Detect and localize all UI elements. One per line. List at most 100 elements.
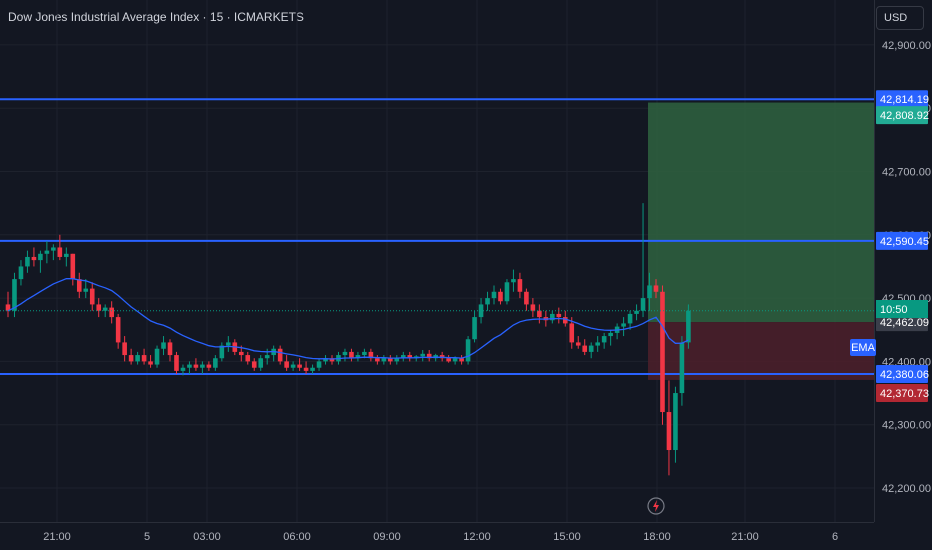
candle-body [388, 358, 393, 362]
candle-body [355, 355, 361, 359]
candle-body [362, 351, 367, 356]
candle-body [64, 253, 69, 257]
candle-body [446, 358, 451, 362]
candle-body [420, 353, 426, 357]
price-badge-label: 42,462.09 [880, 317, 929, 329]
candle-body [154, 348, 160, 365]
candle-body [524, 291, 529, 305]
candle-body [601, 336, 607, 343]
candle-body [407, 355, 413, 359]
candle-body [582, 345, 588, 352]
candle-body [556, 313, 562, 318]
currency-selector-button[interactable]: USD [876, 6, 924, 30]
time-tick-label: 5 [144, 531, 150, 543]
candle-body [375, 358, 380, 362]
time-tick-label: 06:00 [283, 531, 311, 543]
candle-body [174, 355, 179, 371]
candle-body [44, 250, 50, 254]
position-zones [648, 102, 874, 380]
candle-body [517, 279, 523, 292]
candle-body [394, 358, 400, 362]
candle-body [679, 342, 685, 394]
candle-body [135, 355, 140, 362]
candle-body [128, 355, 134, 362]
candle-body [180, 367, 186, 371]
candle-body [226, 342, 231, 346]
candle-body [537, 310, 542, 318]
candles [5, 203, 691, 476]
candle-body [219, 345, 225, 359]
candle-body [472, 317, 477, 340]
candle-body [161, 342, 166, 349]
candle-body [465, 339, 471, 362]
candle-body [530, 304, 536, 311]
candle-body [187, 364, 192, 368]
price-badge-label: 42,590.45 [880, 236, 929, 248]
candle-body [588, 345, 594, 352]
time-tick-label: 03:00 [193, 531, 221, 543]
candle-body [122, 342, 127, 356]
candle-body [284, 361, 289, 368]
candle-body [368, 351, 374, 359]
candle-body [660, 291, 665, 413]
candle-body [238, 351, 244, 356]
price-tick-label: 42,700.00 [882, 167, 931, 179]
candle-body [12, 279, 17, 311]
candle-body [562, 317, 568, 324]
candle-body [329, 358, 335, 362]
candle-body [459, 358, 464, 362]
candle-body [381, 358, 387, 362]
price-axis[interactable]: 42,200.0042,300.0042,400.0042,500.0042,6… [874, 0, 931, 522]
candle-body [83, 288, 89, 292]
time-tick-label: 18:00 [643, 531, 671, 543]
price-badge [876, 365, 928, 384]
time-tick-label: 12:00 [463, 531, 491, 543]
candle-body [400, 355, 406, 359]
time-tick-label: 21:00 [43, 531, 71, 543]
ema-line [7, 278, 689, 360]
chart-title: Dow Jones Industrial Average Index · 15 … [8, 10, 304, 24]
candle-body [303, 367, 309, 371]
candle-body [349, 351, 354, 359]
ema-badge[interactable]: EMA [850, 339, 876, 356]
candle-body [109, 307, 114, 318]
price-tick-label: 42,900.00 [882, 40, 931, 52]
alert-lightning-icon[interactable] [646, 496, 666, 516]
time-axis[interactable]: 21:00 5 03:00 06:00 09:00 12:00 15:00 18:00 21:0… [0, 522, 874, 544]
candle-body [200, 364, 205, 368]
candle-body [96, 304, 102, 311]
candle-body [640, 298, 646, 311]
candle-body [148, 361, 153, 365]
candle-body [213, 358, 218, 368]
candle-body [491, 291, 497, 299]
candle-body [478, 304, 484, 318]
candle-body [595, 342, 600, 346]
candle-body [206, 364, 212, 368]
candle-body [485, 298, 490, 305]
price-badge [876, 90, 928, 109]
candle-body [666, 412, 672, 451]
candle-body [25, 256, 30, 267]
candle-body [115, 317, 121, 343]
time-tick-label: 09:00 [373, 531, 401, 543]
candle-body [504, 282, 510, 302]
candle-body [89, 288, 95, 305]
candle-body [627, 313, 633, 324]
candle-body [634, 310, 639, 314]
candle-body [38, 253, 43, 261]
horizontal-lines[interactable] [0, 98, 874, 376]
candle-body [498, 291, 503, 302]
loss-zone [648, 322, 874, 380]
candle-body [290, 364, 296, 368]
candle-body [342, 351, 348, 356]
candle-body [5, 304, 11, 311]
candle-body [673, 393, 678, 451]
candle-body [569, 323, 575, 343]
candle-body [141, 355, 147, 362]
candle-body [316, 361, 322, 368]
price-badge-label: 42,380.06 [880, 369, 929, 381]
candle-body [511, 279, 516, 283]
ema-label: EMA [851, 342, 876, 354]
candle-body [51, 247, 56, 251]
